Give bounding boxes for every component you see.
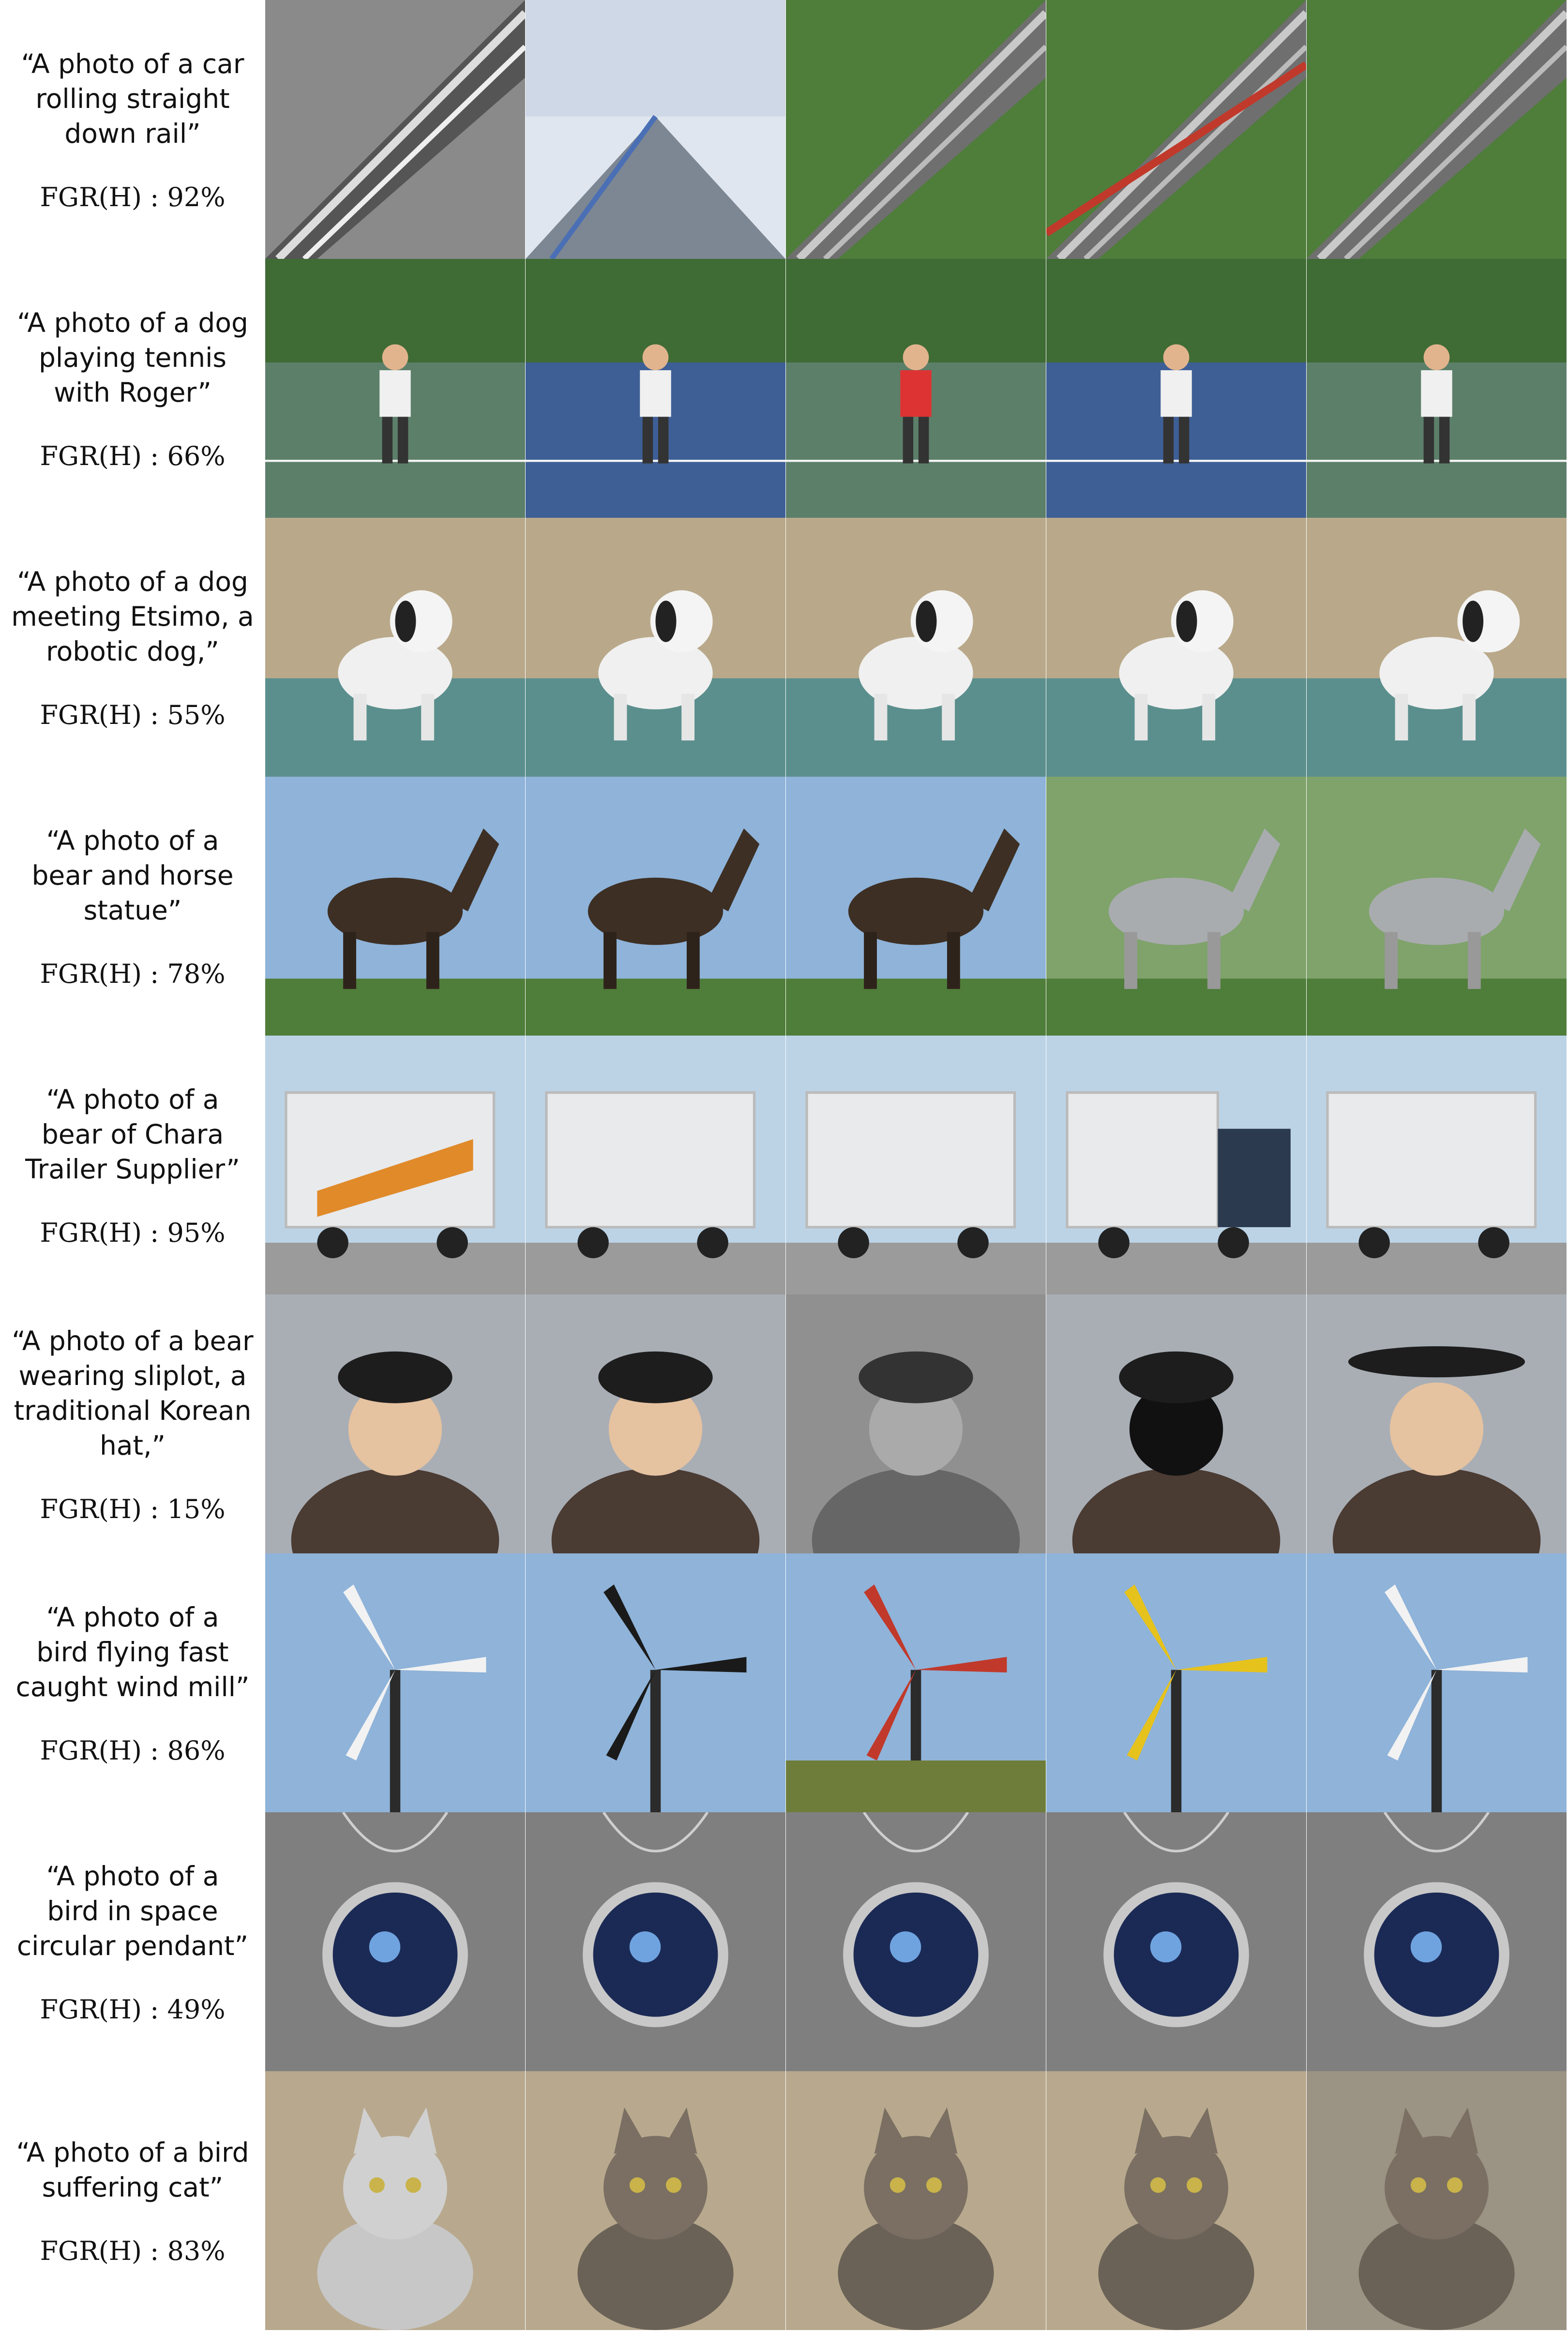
fgr-score: FGR(H) : 55% (40, 699, 226, 730)
row-label: “A photo of a bear of Chara Trailer Supp… (0, 1036, 265, 1294)
bear-mask-person-image (1046, 1294, 1306, 1553)
prompt-text: “A photo of a dog meeting Etsimo, a robo… (11, 566, 254, 667)
tennis-player-cap-image (1307, 259, 1567, 518)
pendant-galaxy-image (786, 1812, 1046, 2071)
fgr-score: FGR(H) : 83% (40, 2235, 226, 2266)
figure-row: “A photo of a bear of Chara Trailer Supp… (0, 1036, 1568, 1294)
trailer-white-image (526, 1036, 785, 1294)
trailer-white-field-image (1307, 1036, 1567, 1294)
figure-row: “A photo of a bird suffering cat” FGR(H) … (0, 2071, 1568, 2330)
prompt-text: “A photo of a car rolling straight down … (21, 48, 244, 149)
windmill-red-blur-image (786, 1553, 1046, 1812)
fgr-score: FGR(H) : 49% (40, 1994, 226, 2025)
man-fur-hat-image (265, 1294, 525, 1553)
pendant-planet-image (1046, 1812, 1306, 2071)
row-label: “A photo of a bird flying fast caught wi… (0, 1553, 265, 1812)
horse-statues-gray-image (1046, 777, 1306, 1036)
figure-row: “A photo of a dog meeting Etsimo, a robo… (0, 518, 1568, 777)
tennis-player-lunge-image (526, 259, 785, 518)
figure-row: “A photo of a bird in space circular pen… (0, 1812, 1568, 2071)
windmill-yellow-image (1046, 1553, 1306, 1812)
row-label: “A photo of a bear wearing sliplot, a tr… (0, 1294, 265, 1553)
robot-dog-small-image (1046, 518, 1306, 777)
windmill-black-image (526, 1553, 785, 1812)
trailer-truck-orange-image (265, 1036, 525, 1294)
tennis-player-image (265, 259, 525, 518)
row-label: “A photo of a bear and horse statue” FGR(… (0, 777, 265, 1036)
prompt-text: “A photo of a bird in space circular pen… (16, 1860, 249, 1961)
row-label: “A photo of a bird suffering cat” FGR(H) … (0, 2071, 265, 2330)
horse-statue-silver-image (1307, 777, 1567, 1036)
fgr-score: FGR(H) : 66% (40, 440, 226, 471)
figure-row: “A photo of a bird flying fast caught wi… (0, 1553, 1568, 1812)
fgr-score: FGR(H) : 86% (40, 1735, 226, 1766)
figure-row: “A photo of a car rolling straight down … (0, 0, 1568, 259)
row-label: “A photo of a bird in space circular pen… (0, 1812, 265, 2071)
prompt-text: “A photo of a bird suffering cat” (16, 2136, 249, 2203)
prompt-text: “A photo of a dog playing tennis with Ro… (17, 307, 248, 408)
rail-track-bw-image (265, 0, 525, 259)
horse-woman-statue-image (786, 777, 1046, 1036)
pendant-earth-image (265, 1812, 525, 2071)
fgr-score: FGR(H) : 15% (40, 1493, 226, 1524)
motion-blur-road-image (526, 0, 785, 259)
robot-dog-lying-image (1307, 518, 1567, 777)
cat-calico-lying-image (1046, 2071, 1306, 2330)
tennis-net-ball-image (1046, 259, 1306, 518)
cat-tabby-closeup-image (526, 2071, 785, 2330)
cat-small-gray-image (1307, 2071, 1567, 2330)
woman-korean-hat-image (1307, 1294, 1567, 1553)
fgr-score: FGR(H) : 92% (40, 181, 226, 212)
figure-row: “A photo of a bear wearing sliplot, a tr… (0, 1294, 1568, 1553)
prompt-text: “A photo of a bear and horse statue” (31, 825, 234, 926)
rail-hillside-image (786, 0, 1046, 259)
fgr-score: FGR(H) : 95% (40, 1217, 226, 1248)
rail-aerial-image (1307, 0, 1567, 259)
horse-statues-pair-image (526, 777, 785, 1036)
row-label: “A photo of a dog meeting Etsimo, a robo… (0, 518, 265, 777)
figure-row: “A photo of a bear and horse statue” FGR(… (0, 777, 1568, 1036)
windmill-white-image (265, 1553, 525, 1812)
cat-gray-profile-image (265, 2071, 525, 2330)
truck-blue-cab-image (1046, 1036, 1306, 1294)
robot-dog-child-image (786, 518, 1046, 777)
trailer-silver-image (786, 1036, 1046, 1294)
prompt-text: “A photo of a bear wearing sliplot, a tr… (12, 1325, 254, 1461)
robot-dog-white-image (526, 518, 785, 777)
tennis-court-player-image (786, 259, 1046, 518)
speed-blur-rail-image (1046, 0, 1306, 259)
cat-tabby-sitting-image (786, 2071, 1046, 2330)
horse-statue-bronze-image (265, 777, 525, 1036)
figure-row: “A photo of a dog playing tennis with Ro… (0, 259, 1568, 518)
row-label: “A photo of a dog playing tennis with Ro… (0, 259, 265, 518)
child-bear-hood-image (526, 1294, 785, 1553)
man-knit-hat-bw-image (786, 1294, 1046, 1553)
pendant-shuttle-image (526, 1812, 785, 2071)
robot-dog-screen-image (265, 518, 525, 777)
prompt-text: “A photo of a bird flying fast caught wi… (15, 1601, 250, 1702)
pendant-saturn-image (1307, 1812, 1567, 2071)
row-label: “A photo of a car rolling straight down … (0, 0, 265, 259)
fgr-score: FGR(H) : 78% (40, 958, 226, 989)
windmill-tower-image (1307, 1553, 1567, 1812)
prompt-text: “A photo of a bear of Chara Trailer Supp… (25, 1083, 240, 1185)
